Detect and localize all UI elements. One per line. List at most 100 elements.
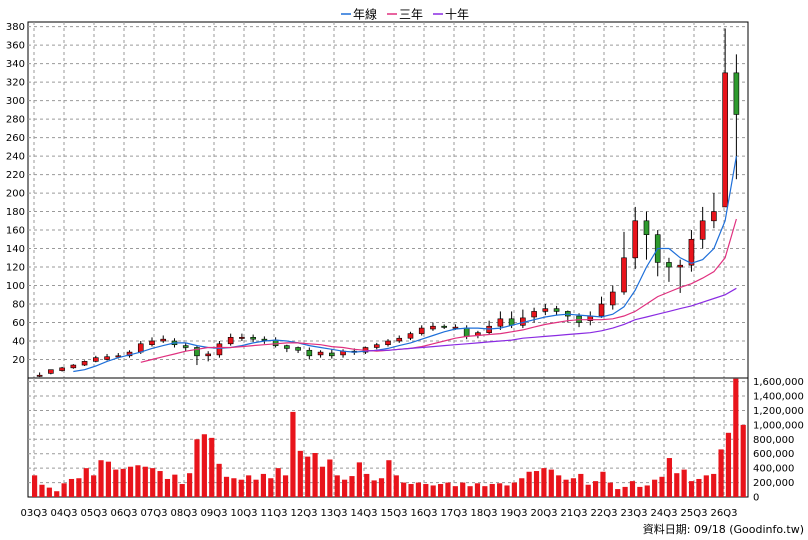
y-tick-label: 80: [12, 300, 25, 311]
candle-body: [666, 262, 672, 268]
candle: [81, 360, 88, 366]
candle-body: [317, 351, 324, 356]
candle-body: [373, 344, 380, 348]
candle: [317, 350, 324, 358]
x-tick-label: 14Q3: [351, 508, 378, 519]
x-tick-label: 21Q3: [561, 508, 588, 519]
x-tick-label: 20Q3: [531, 508, 558, 519]
candle: [688, 230, 695, 272]
candle-body: [643, 220, 650, 235]
candle: [722, 28, 728, 208]
candle: [396, 335, 403, 343]
volume-bar: [467, 486, 473, 497]
candle-body: [418, 327, 425, 334]
volume-bar: [305, 456, 311, 497]
x-tick-label: 26Q3: [711, 508, 738, 519]
volume-bar: [364, 473, 370, 497]
x-tick-label: 19Q3: [501, 508, 528, 519]
candle: [441, 324, 447, 329]
volume-bar: [39, 484, 45, 497]
volume-bar: [290, 411, 296, 497]
volume-bar: [386, 460, 392, 497]
candle: [373, 342, 380, 350]
legend-label: 年線: [353, 7, 377, 22]
volume-tick-label: 0: [753, 493, 759, 504]
volume-tick-label: 600,000: [753, 449, 794, 460]
volume-bar: [142, 466, 148, 497]
candle: [430, 322, 436, 331]
candle: [418, 325, 425, 336]
volume-bar: [482, 486, 488, 497]
volume-bar: [231, 478, 237, 497]
x-tick-label: 15Q3: [381, 508, 408, 519]
volume-bar: [541, 468, 547, 497]
volume-bar: [401, 482, 407, 497]
volume-bar: [393, 475, 399, 497]
volume-bar: [201, 434, 207, 497]
candle: [329, 349, 335, 359]
candle: [160, 335, 167, 343]
candle-body: [137, 343, 144, 353]
x-tick-label: 25Q3: [681, 508, 708, 519]
x-axis: 03Q3 04Q3 05Q3 06Q3 07Q3 08Q3 09Q3 10Q3 11Q3 12Q3…: [21, 508, 738, 519]
legend-entry: 十年: [433, 8, 469, 22]
volume-bar: [629, 481, 636, 497]
volume-bar: [172, 474, 178, 497]
x-tick-label: 07Q3: [141, 508, 168, 519]
candle-body: [205, 353, 211, 357]
volume-bar: [120, 468, 126, 497]
volume-bar: [563, 479, 569, 497]
volume-bar: [511, 482, 517, 497]
y-tick-label: 320: [6, 78, 25, 89]
candle: [542, 304, 549, 316]
volume-bar: [423, 484, 429, 497]
candle-body: [711, 211, 717, 222]
volume-bar: [437, 484, 444, 497]
y-tick-label: 100: [6, 281, 25, 292]
volume-bar: [592, 481, 599, 497]
volume-bar: [548, 469, 554, 497]
volume-bar: [615, 489, 621, 497]
candle-body: [441, 325, 447, 328]
candle-body: [452, 326, 459, 329]
x-tick-label: 23Q3: [621, 508, 648, 519]
volume-bar: [157, 471, 163, 497]
volume-tick-label: 200,000: [753, 478, 794, 489]
volume-bar: [282, 475, 289, 497]
y-tick-label: 240: [6, 152, 25, 163]
candle-body: [542, 308, 549, 312]
y-tick-label: 220: [6, 170, 25, 181]
volume-bar: [32, 475, 38, 497]
candle-body: [284, 345, 290, 349]
volume-bar: [570, 478, 577, 497]
volume-bar: [703, 475, 709, 497]
candle-body: [329, 352, 335, 357]
candle: [643, 211, 650, 260]
volume-bar: [718, 449, 724, 497]
volume-tick-label: 1,000,000: [753, 420, 804, 431]
volume-bar: [68, 478, 75, 497]
volume-bar: [452, 486, 458, 497]
candle-body: [306, 349, 313, 357]
candle-body: [115, 355, 122, 358]
legend-entry: 年線: [341, 7, 377, 22]
candle-body: [36, 374, 43, 377]
candle: [239, 333, 245, 342]
volume-bar: [408, 484, 414, 497]
volume-bar: [98, 460, 104, 497]
volume-bar: [312, 453, 318, 497]
volume-bar: [600, 471, 606, 497]
volume-bar: [179, 484, 185, 497]
ma-line-年線: [73, 155, 737, 373]
y-tick-label: 360: [6, 41, 25, 52]
y-tick-label: 40: [12, 337, 25, 348]
candle: [261, 336, 268, 344]
volume-bar: [253, 479, 259, 497]
y-tick-label: 380: [6, 22, 25, 33]
x-tick-label: 04Q3: [51, 508, 78, 519]
candle-body: [463, 327, 470, 337]
volume-tick-label: 800,000: [753, 435, 794, 446]
volume-bar: [275, 468, 281, 497]
volume-bar: [76, 478, 82, 497]
volume-bar: [711, 473, 717, 497]
